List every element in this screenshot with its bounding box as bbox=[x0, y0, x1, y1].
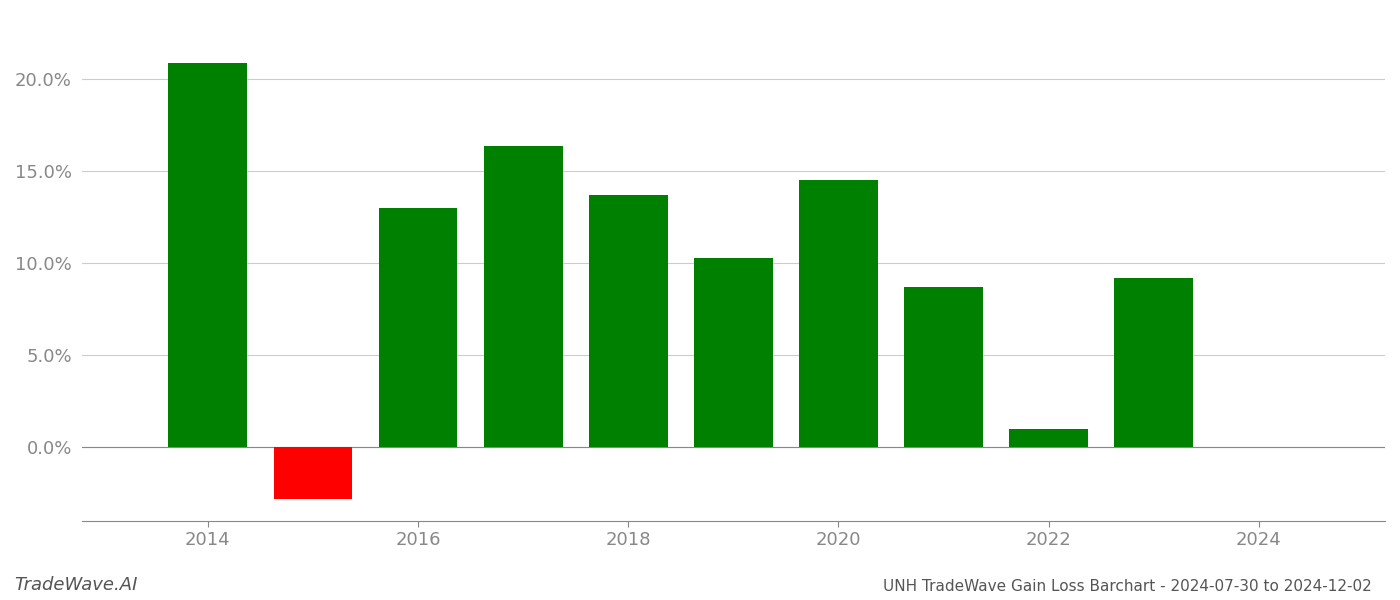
Text: TradeWave.AI: TradeWave.AI bbox=[14, 576, 137, 594]
Bar bbox=[1114, 278, 1193, 447]
Bar bbox=[799, 181, 878, 447]
Bar bbox=[378, 208, 458, 447]
Bar bbox=[1009, 428, 1088, 447]
Bar bbox=[904, 287, 983, 447]
Bar bbox=[273, 447, 353, 499]
Text: UNH TradeWave Gain Loss Barchart - 2024-07-30 to 2024-12-02: UNH TradeWave Gain Loss Barchart - 2024-… bbox=[883, 579, 1372, 594]
Bar bbox=[484, 146, 563, 447]
Bar bbox=[168, 63, 248, 447]
Bar bbox=[589, 195, 668, 447]
Bar bbox=[694, 257, 773, 447]
